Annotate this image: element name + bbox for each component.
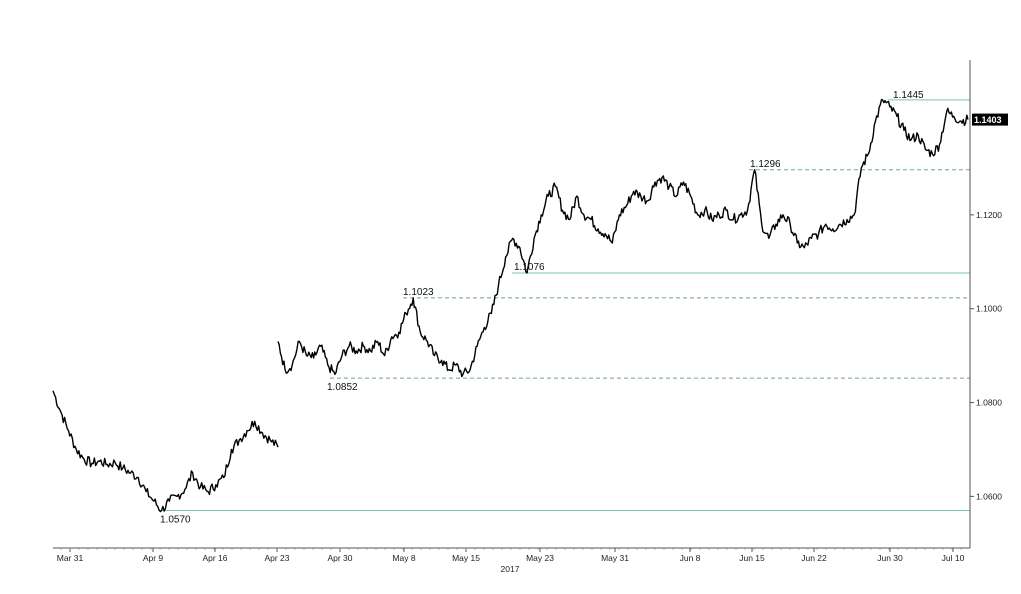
series-line-segment (52, 390, 279, 513)
x-axis-year-label: 2017 (501, 564, 520, 574)
x-tick-label: Jun 30 (877, 553, 903, 563)
x-ticks: Mar 31 Apr 9 Apr 16 Apr 23 Apr 30 May 8 May 15… (57, 548, 965, 563)
reference-label: 1.1296 (750, 159, 781, 170)
x-tick-label: Jun 15 (739, 553, 765, 563)
x-tick-label: Jun 22 (801, 553, 827, 563)
x-tick-label: Apr 30 (327, 553, 352, 563)
x-tick-label: Apr 23 (264, 553, 289, 563)
last-value-badge: 1.1403 (972, 113, 1008, 126)
x-tick-label: May 15 (452, 553, 480, 563)
x-tick-label: Jul 10 (942, 553, 965, 563)
x-tick-label: May 31 (601, 553, 629, 563)
last-value-label: 1.1403 (974, 115, 1002, 125)
series-group (52, 98, 969, 513)
x-tick-label: Apr 9 (143, 553, 164, 563)
series-line-segment (277, 98, 969, 378)
reference-label: 1.1445 (893, 90, 924, 101)
reference-lines (158, 99, 970, 511)
x-tick-label: Jun 8 (680, 553, 701, 563)
y-ticks: 1.0600 1.0800 1.1000 1.1200 (970, 210, 1002, 501)
last-value-badge-bg (972, 113, 1008, 126)
y-tick-label: 1.1000 (976, 304, 1002, 314)
y-tick-label: 1.0800 (976, 398, 1002, 408)
reference-label: 1.0570 (160, 514, 191, 525)
x-tick-label: May 8 (392, 553, 415, 563)
x-tick-label: May 23 (526, 553, 554, 563)
reference-label: 1.0852 (327, 382, 358, 393)
y-tick-label: 1.0600 (976, 491, 1002, 501)
reference-label: 1.1076 (514, 262, 545, 273)
x-tick-label: Mar 31 (57, 553, 84, 563)
reference-labels: 1.1445 1.1296 1.1076 1.1023 1.0852 1.0570 (160, 90, 924, 526)
x-tick-label: Apr 16 (202, 553, 227, 563)
y-tick-label: 1.1200 (976, 210, 1002, 220)
reference-label: 1.1023 (403, 287, 434, 298)
